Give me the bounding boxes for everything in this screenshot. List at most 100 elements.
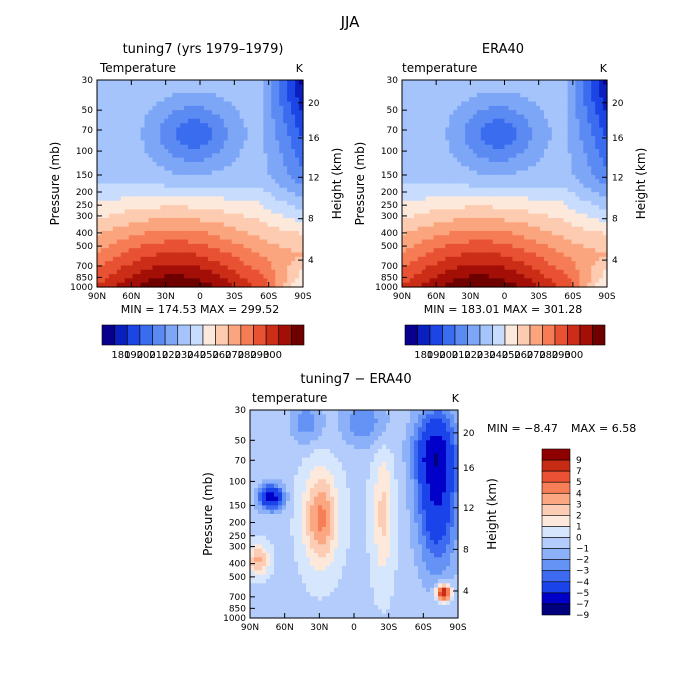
heatmap-cell (200, 110, 205, 116)
heatmap-cell (255, 105, 261, 111)
heatmap-cell (465, 101, 470, 107)
heatmap-cell (480, 252, 486, 258)
heatmap-cell (203, 274, 209, 279)
heatmap-cell (136, 131, 142, 137)
heatmap-cell (180, 166, 185, 172)
heatmap-cell (136, 179, 142, 185)
heatmap-cell (196, 114, 201, 120)
heatmap-cell (543, 205, 549, 210)
heatmap-cell (200, 170, 205, 176)
heatmap-cell (480, 226, 486, 232)
heatmap-cell (219, 239, 225, 245)
heatmap-cell (484, 192, 490, 198)
heatmap-cell (196, 243, 201, 249)
heatmap-cell (508, 174, 513, 180)
heatmap-cell (599, 213, 604, 219)
heatmap-cell (112, 123, 118, 129)
heatmap-cell (492, 166, 498, 172)
heatmap-cell (508, 170, 513, 176)
heatmap-cell (152, 149, 158, 154)
heatmap-cell (239, 166, 245, 172)
heatmap-cell (120, 183, 126, 189)
heatmap-cell (251, 243, 257, 249)
heatmap-cell (219, 149, 225, 154)
heatmap-cell (472, 140, 478, 146)
heatmap-cell (97, 101, 102, 107)
heatmap-cell (267, 230, 272, 236)
heatmap-cell (516, 252, 521, 258)
heatmap-cell (405, 209, 411, 215)
heatmap-cell (417, 226, 423, 232)
heatmap-cell (433, 105, 439, 111)
heatmap-cell (595, 157, 600, 163)
heatmap-cell (429, 248, 435, 254)
heatmap-cell (405, 174, 411, 180)
heatmap-cell (172, 161, 177, 167)
heatmap-cell (536, 157, 541, 163)
heatmap-cell (520, 274, 525, 279)
heatmap-cell (124, 213, 130, 219)
heatmap-cell (555, 110, 561, 116)
heatmap-cell (488, 196, 494, 202)
heatmap-cell (168, 118, 173, 124)
heatmap-cell (215, 127, 221, 133)
heatmap-cell (136, 92, 142, 98)
heatmap-cell (299, 131, 304, 137)
heatmap-cell (211, 153, 217, 159)
heatmap-cell (402, 209, 407, 215)
heatmap-cell (595, 118, 600, 124)
heatmap-cell (255, 226, 261, 232)
heatmap-cell (488, 140, 494, 146)
heatmap-cell (579, 97, 584, 103)
heatmap-cell (591, 170, 596, 176)
heatmap-cell (188, 274, 193, 279)
heatmap-cell (437, 157, 443, 163)
heatmap-cell (409, 80, 415, 85)
heatmap-cell (184, 157, 189, 163)
heatmap-cell (433, 97, 439, 103)
heatmap-cell (235, 101, 241, 107)
heatmap-cell (402, 174, 407, 180)
heatmap-cell (536, 205, 541, 210)
heatmap-cell (168, 101, 173, 107)
heatmap-cell (461, 187, 466, 193)
heatmap-cell (555, 118, 561, 124)
heatmap-cell (595, 179, 600, 185)
heatmap-cell (196, 97, 201, 103)
heatmap-cell (587, 230, 592, 236)
heatmap-cell (227, 200, 233, 206)
heatmap-cell (555, 269, 561, 275)
heatmap-cell (156, 97, 161, 103)
heatmap-cell (476, 92, 482, 98)
heatmap-cell (299, 179, 304, 185)
heatmap-cell (575, 118, 580, 124)
heatmap-cell (279, 84, 284, 90)
heatmap-cell (120, 174, 126, 180)
heatmap-cell (492, 174, 498, 180)
heatmap-cell (402, 114, 407, 120)
heatmap-cell (168, 144, 173, 150)
heatmap-cell (453, 226, 458, 232)
heatmap-cell (488, 226, 494, 232)
heatmap-cell (287, 218, 292, 223)
heatmap-cell (124, 140, 130, 146)
heatmap-cell (263, 261, 268, 267)
heatmap-cell (176, 92, 181, 98)
heatmap-cell (128, 92, 134, 98)
heatmap-cell (192, 136, 197, 141)
heatmap-cell (227, 110, 233, 116)
heatmap-cell (251, 97, 257, 103)
heatmap-cell (291, 282, 296, 288)
heatmap-cell (235, 192, 241, 198)
heatmap-cell (295, 131, 300, 137)
heatmap-cell (500, 252, 506, 258)
heatmap-cell (409, 269, 415, 275)
heatmap-cell (291, 218, 296, 223)
heatmap-cell (136, 140, 142, 146)
heatmap-cell (587, 101, 592, 107)
heatmap-cell (275, 136, 280, 141)
heatmap-cell (567, 213, 573, 219)
heatmap-cell (271, 282, 276, 288)
heatmap-cell (480, 101, 486, 107)
heatmap-cell (559, 123, 565, 129)
